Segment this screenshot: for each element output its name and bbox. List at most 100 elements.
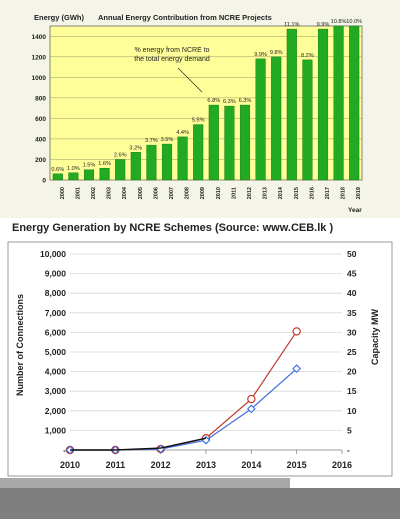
chart1-y-tick-label: 1400 (32, 34, 47, 41)
chart1-x-tick-label: 2009 (200, 187, 206, 199)
chart1-x-tick-label: 2018 (341, 187, 347, 199)
chart1-x-tick-label: 2008 (185, 187, 191, 199)
chart2-y2-axis-label: Capacity MW (370, 308, 380, 365)
chart1-data-label: 4.4% (176, 130, 189, 136)
chart1-x-tick-label: 2013 (263, 187, 269, 199)
chart2-x-tick-label: 2015 (287, 460, 307, 470)
chart2-y-axis-label: Number of Connections (15, 294, 25, 396)
chart1-y-tick-label: 800 (35, 95, 46, 102)
chart1-data-label: 10.0% (346, 19, 362, 25)
chart1-x-tick-label: 2002 (91, 187, 97, 199)
chart2-y-tick-label: 8,000 (45, 288, 67, 298)
chart1-y-tick-label: 0 (42, 178, 46, 185)
ncre-bar-chart: 0 200 400 600 800 1000 1200 1400 0.6% 2000 1.0% 200… (0, 0, 400, 218)
connections-line-chart: - - 1,000 5 2,000 10 3,000 15 4,000 20 5,000 25 6,00… (0, 240, 400, 478)
chart2-y2-tick-label: 5 (347, 425, 352, 435)
chart1-bar (271, 56, 282, 181)
chart1-x-tick-label: 2014 (278, 186, 284, 199)
chart1-x-tick-label: 2001 (75, 187, 81, 199)
chart1-bar (317, 28, 329, 181)
chart1-data-label: 6.3% (239, 98, 252, 104)
chart1-x-tick-label: 2010 (216, 187, 222, 199)
chart1-data-label: 6.8% (207, 98, 220, 104)
chart2-y-tick-label: 1,000 (45, 425, 67, 435)
chart2-y-tick-label: 4,000 (45, 367, 67, 377)
chart1-data-label: 3.5% (161, 137, 174, 143)
chart1-x-tick-label: 2012 (247, 187, 253, 199)
chart2-y-tick-label: - (63, 445, 66, 455)
chart1-title: Annual Energy Contribution from NCRE Pro… (98, 13, 272, 22)
chart2-series-line (70, 437, 207, 451)
chart2-y-tick-label: 6,000 (45, 327, 67, 337)
chart1-data-label: 2.6% (114, 152, 127, 158)
chart1-x-axis-label: Year (348, 207, 362, 214)
chart2-y2-tick-label: 10 (347, 406, 357, 416)
chart2-y2-tick-label: 20 (347, 367, 357, 377)
chart1-y-tick-label: 1000 (32, 75, 47, 82)
chart1-bar (130, 152, 141, 181)
chart1-bar (99, 167, 110, 181)
chart1-bar (83, 169, 95, 181)
chart2-y-tick-label: 5,000 (45, 347, 67, 357)
chart1-y-tick-label: 1200 (32, 54, 47, 61)
chart2-y-tick-label: 7,000 (45, 308, 67, 318)
chart1-x-tick-label: 2016 (309, 187, 315, 199)
chart1-bar (255, 58, 266, 181)
chart1-y-tick-label: 200 (35, 157, 46, 164)
chart1-bar (115, 159, 126, 181)
chart2-data-point (247, 394, 256, 404)
chart2-x-tick-label: 2016 (332, 460, 352, 470)
chart1-data-label: 9.9% (254, 52, 267, 58)
chart1-bar (349, 25, 360, 181)
chart1-bar (177, 136, 188, 181)
chart1-bar (146, 144, 157, 181)
chart1-data-label: 10.8% (331, 19, 347, 25)
bottom-band-white-strip (290, 478, 400, 488)
chart1-y-tick-label: 600 (35, 116, 46, 123)
chart1-bar (224, 105, 235, 181)
chart1-bar (333, 25, 344, 181)
chart1-x-tick-label: 2011 (231, 187, 237, 199)
chart1-data-label: 1.5% (83, 163, 96, 169)
bottom-band-light-strip (0, 478, 290, 488)
chart1-bar (161, 143, 173, 181)
chart1-data-label: 6.3% (223, 99, 236, 105)
chart1-x-tick-label: 2004 (122, 186, 128, 199)
chart1-data-label: 8.2% (301, 53, 314, 59)
chart1-x-tick-label: 2007 (169, 187, 175, 199)
chart2-y2-tick-label: 25 (347, 347, 357, 357)
chart1-y-axis-label: Energy (GWh) (34, 13, 85, 22)
chart2-background (0, 240, 400, 478)
chart2-x-tick-label: 2011 (106, 460, 126, 470)
chart1-bar (286, 28, 297, 181)
chart1-bar (68, 172, 79, 181)
chart2-x-tick-label: 2014 (241, 460, 261, 470)
chart1-y-tick-label: 400 (35, 136, 46, 143)
chart1-annotation: % energy from NCRE to the total energy de… (134, 47, 210, 63)
chart2-y2-tick-label: 35 (347, 308, 357, 318)
chart2-y2-tick-label: 15 (347, 386, 357, 396)
chart1-x-tick-label: 2006 (153, 187, 159, 199)
chart1-x-tick-label: 2000 (60, 187, 66, 199)
chart1-x-tick-label: 2017 (325, 187, 331, 199)
chart1-annotation-arrow (177, 67, 203, 93)
chart1-x-tick-label: 2005 (138, 187, 144, 199)
chart2-x-tick-label: 2013 (196, 460, 216, 470)
chart1-data-label: 9.9% (317, 22, 330, 28)
chart2-y-tick-label: 10,000 (40, 249, 66, 259)
chart1-x-tick-label: 2019 (356, 187, 362, 199)
chart1-data-label: 3.2% (129, 145, 142, 151)
chart1-x-tick-label: 2003 (107, 187, 113, 199)
chart2-x-tick-label: 2012 (151, 460, 171, 470)
chart2-y-tick-label: 9,000 (45, 269, 67, 279)
chart2-y-tick-label: 3,000 (45, 386, 67, 396)
chart1-caption: Energy Generation by NCRE Schemes (Sourc… (12, 222, 334, 234)
chart1-data-label: 11.1% (284, 22, 299, 28)
chart2-y2-tick-label: 40 (347, 288, 357, 298)
chart1-bar (239, 104, 251, 181)
chart2-y-tick-label: 2,000 (45, 406, 67, 416)
chart1-data-label: 0.6% (51, 167, 64, 173)
chart1-x-tick-label: 2015 (294, 187, 300, 199)
chart2-data-point (292, 327, 301, 336)
chart1-data-label: 3.7% (145, 138, 158, 144)
